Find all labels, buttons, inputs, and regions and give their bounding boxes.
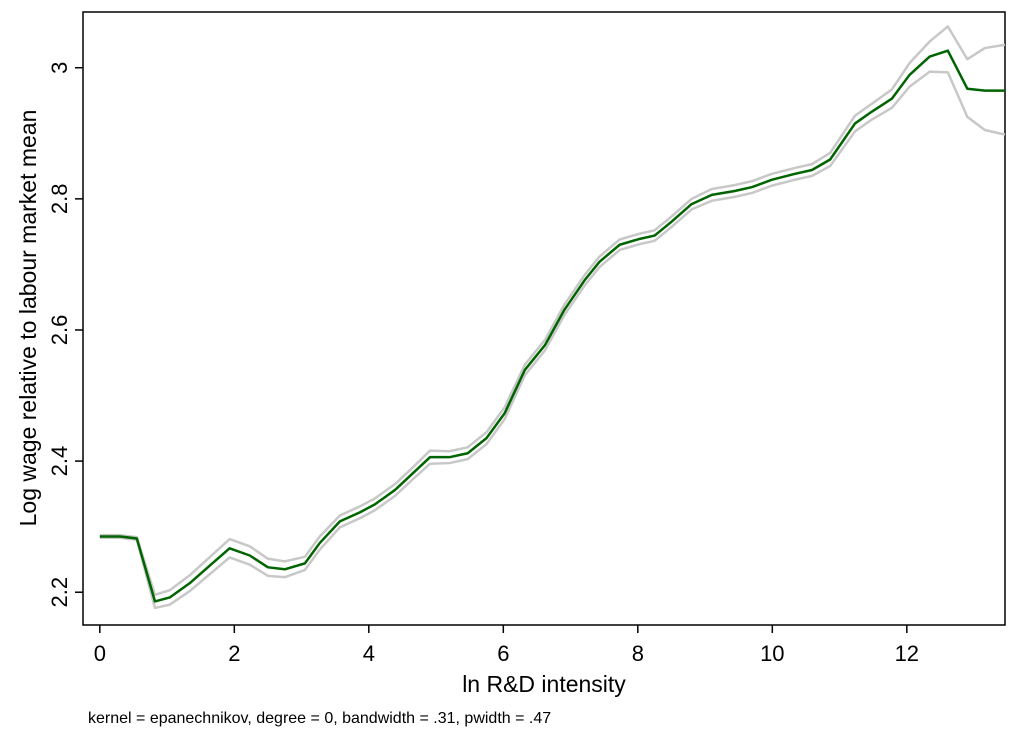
x-axis-label: ln R&D intensity xyxy=(462,671,626,697)
y-tick-label: 2.6 xyxy=(47,315,72,346)
x-tick-label: 10 xyxy=(760,641,784,666)
x-tick-label: 6 xyxy=(497,641,509,666)
y-tick-label: 2.2 xyxy=(47,577,72,608)
x-tick-label: 0 xyxy=(94,641,106,666)
x-tick-label: 12 xyxy=(895,641,919,666)
x-tick-label: 2 xyxy=(228,641,240,666)
plot-frame xyxy=(82,11,1006,626)
series-line xyxy=(99,49,1005,603)
y-tick-label: 3 xyxy=(47,62,72,74)
y-axis-label: Log wage relative to labour market mean xyxy=(15,110,41,527)
x-tick-label: 8 xyxy=(632,641,644,666)
x-tick-label: 4 xyxy=(363,641,375,666)
y-tick-label: 2.8 xyxy=(47,184,72,215)
series-line xyxy=(99,25,1006,597)
note: kernel = epanechnikov, degree = 0, bandw… xyxy=(88,710,551,727)
series-line xyxy=(99,70,1006,610)
y-tick-label: 2.4 xyxy=(47,446,72,477)
